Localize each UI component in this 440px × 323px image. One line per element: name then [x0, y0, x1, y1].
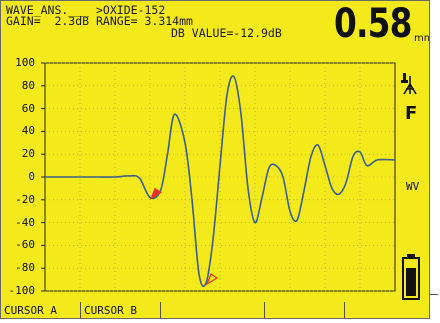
- y-tick-label: 80: [21, 78, 35, 92]
- thickness-unit: mm: [414, 33, 429, 44]
- y-tick-label: -60: [15, 238, 35, 252]
- y-tick-label: -100: [8, 284, 36, 297]
- a-scan-plot: [41, 62, 396, 292]
- mode-label: WV: [406, 180, 420, 193]
- cursor-a-marker: [149, 187, 162, 200]
- cursor-b-marker: [205, 273, 219, 286]
- battery-icon: [402, 254, 420, 300]
- cursor-markers: [149, 187, 219, 286]
- waveform-trace: [44, 75, 396, 288]
- y-tick-label: 100: [15, 56, 35, 69]
- softkey-5[interactable]: [345, 302, 429, 318]
- waveform-layer: [44, 75, 396, 288]
- y-tick-label: 60: [21, 101, 35, 115]
- y-tick-label: -80: [15, 261, 35, 275]
- y-tick-label: 0: [28, 170, 35, 183]
- cursor-a-button[interactable]: CURSOR A: [1, 302, 81, 318]
- y-tick-label: 20: [21, 147, 35, 161]
- softkey-3[interactable]: [161, 302, 265, 318]
- cursor-b-button[interactable]: CURSOR B: [81, 302, 161, 318]
- cursor-bar: CURSOR A CURSOR B: [1, 302, 429, 318]
- thickness-readout: 0.58: [334, 1, 412, 47]
- db-value-line: DB VALUE=-12.9dB: [171, 26, 282, 40]
- y-tick-label: -20: [15, 192, 35, 206]
- y-tick-label: 40: [21, 124, 35, 138]
- edge-tick: [430, 294, 438, 295]
- transducer-icon: [401, 73, 417, 95]
- softkey-4[interactable]: [265, 302, 345, 318]
- filter-label: F: [405, 103, 418, 124]
- gain-range-line: GAIN= 2.3dB RANGE= 3.314mm: [6, 14, 193, 28]
- ut-display-screen: WAVE_ANS.___ >OXIDE-152 GAIN= 2.3dB RANG…: [0, 0, 430, 319]
- y-tick-label: -40: [15, 215, 35, 229]
- file-name-line: WAVE_ANS.___ >OXIDE-152: [6, 3, 166, 17]
